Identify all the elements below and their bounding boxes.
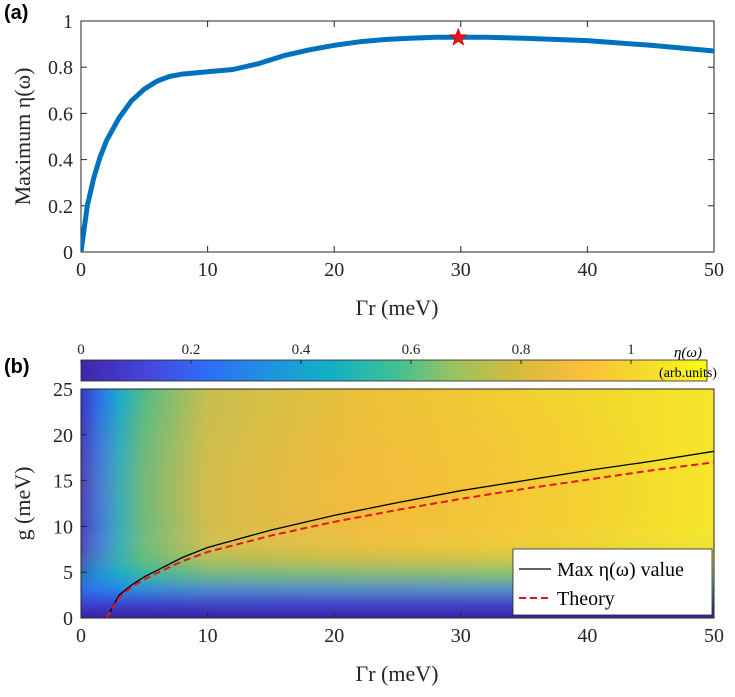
colorbar-tick-label: 0.4 (292, 342, 311, 358)
panel-a-x-tick-label: 0 (76, 259, 86, 281)
legend: Max η(ω) value Theory (512, 548, 713, 616)
panel-b-x-tick-label: 50 (704, 625, 724, 647)
panel-label-a: (a) (4, 2, 28, 24)
panel-a-y-tick-label: 0.4 (48, 150, 73, 172)
panel-a-ticks: 0 10 20 30 40 50 0 0.2 0.4 0.6 0.8 1 (48, 11, 724, 281)
panel-b-x-tick-label: 0 (76, 625, 86, 647)
panel-a-x-axis-label: Γr (meV) (356, 295, 439, 320)
legend-box (512, 548, 713, 616)
panel-a-y-tick-label: 1 (63, 11, 73, 33)
panel-a-x-tick-label: 50 (704, 259, 724, 281)
panel-a-x-tick-label: 10 (198, 259, 218, 281)
max-eta-curve (81, 34, 714, 252)
panel-b-plot: 0 10 20 30 40 50 0 5 10 15 20 25 Γr (meV) g (meV) M… (10, 379, 724, 686)
colorbar-gradient (80, 359, 708, 382)
colorbar-ticks: 0 0.2 0.4 0.6 0.8 1 (77, 342, 635, 364)
colorbar: 0 0.2 0.4 0.6 0.8 1 η(ω) (arb.units) (77, 342, 717, 382)
colorbar-tick-label: 0.2 (182, 342, 201, 358)
panel-a-axes-box (80, 20, 715, 253)
panel-b-x-tick-label: 40 (577, 625, 597, 647)
panel-b-y-axis-label: g (meV) (10, 467, 35, 541)
panel-b-y-tick-label: 10 (53, 516, 73, 538)
panel-b-y-tick-label: 5 (63, 562, 73, 584)
colorbar-tick-label: 0 (77, 342, 85, 358)
colorbar-tick-label: 0.6 (402, 342, 421, 358)
legend-label-theory: Theory (557, 588, 615, 610)
panel-b-y-tick-label: 0 (63, 608, 73, 630)
panel-a-y-tick-label: 0.2 (48, 196, 73, 218)
panel-a-x-tick-label: 40 (577, 259, 597, 281)
legend-label-max: Max η(ω) value (557, 559, 684, 581)
max-eta-value-line (107, 450, 714, 617)
panel-label-b: (b) (4, 356, 30, 378)
panel-b-y-tick-label: 20 (53, 425, 73, 447)
colorbar-tick-label: 0.8 (512, 342, 531, 358)
panel-b-x-tick-label: 20 (324, 625, 344, 647)
panel-b-axes-box (80, 388, 715, 619)
panel-a-y-axis-label: Maximum η(ω) (10, 68, 35, 206)
panel-a-y-tick-label: 0.8 (48, 57, 73, 79)
panel-a-y-tick-label: 0.6 (48, 103, 73, 125)
colorbar-label: η(ω) (674, 345, 702, 361)
panel-a-plot: 0 10 20 30 40 50 0 0.2 0.4 0.6 0.8 1 Γr (meV) Maxim… (10, 11, 724, 320)
panel-a-y-tick-label: 0 (63, 242, 73, 264)
panel-b-x-tick-label: 30 (451, 625, 471, 647)
theory-line (105, 461, 714, 618)
max-star-marker (448, 27, 468, 46)
panel-b-x-axis-label: Γr (meV) (356, 661, 439, 686)
panel-b-ticks: 0 10 20 30 40 50 0 5 10 15 20 25 (53, 379, 724, 647)
colorbar-unit: (arb.units) (659, 366, 717, 381)
panel-a-x-tick-label: 30 (451, 259, 471, 281)
panel-b-x-tick-label: 10 (198, 625, 218, 647)
panel-a-x-tick-label: 20 (324, 259, 344, 281)
panel-b-y-tick-label: 25 (53, 379, 73, 401)
panel-b-y-tick-label: 15 (53, 471, 73, 493)
colorbar-tick-label: 1 (627, 342, 635, 358)
